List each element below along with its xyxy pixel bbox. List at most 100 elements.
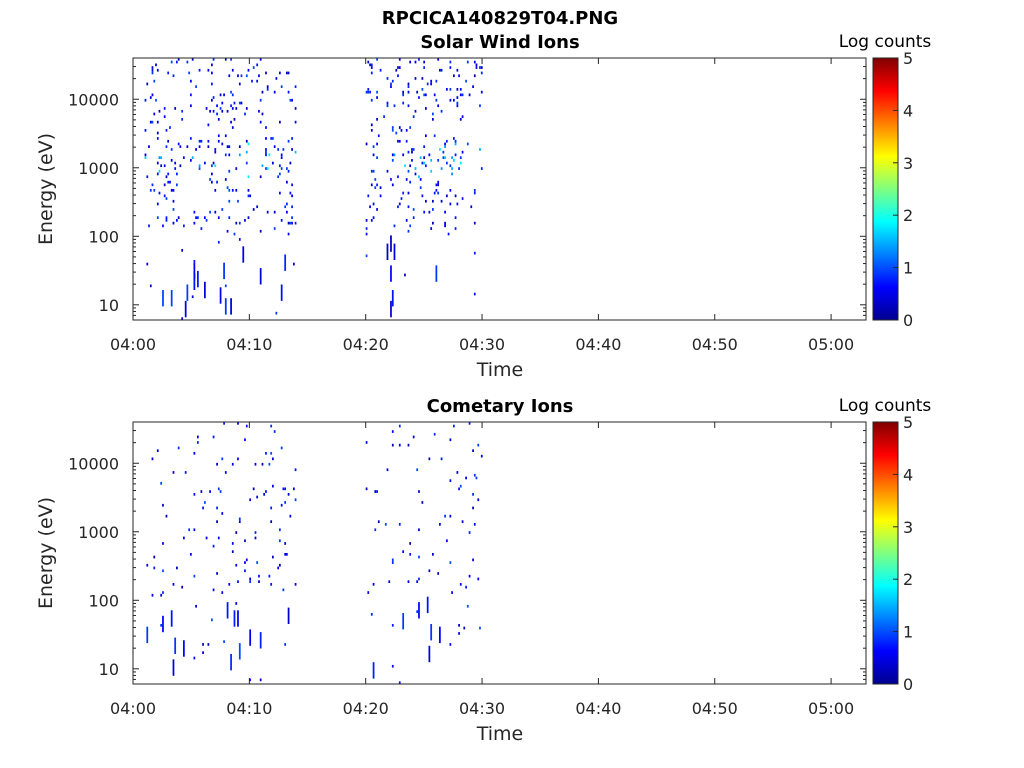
heatmap-cell (221, 109, 224, 113)
heatmap-cell (214, 164, 217, 168)
heatmap-cell (190, 137, 192, 140)
heatmap-cell (291, 98, 293, 102)
heatmap-cell (282, 487, 285, 491)
heatmap-cell (224, 298, 227, 315)
heatmap-cell (393, 104, 396, 108)
heatmap-cell (258, 580, 260, 583)
x-tick-label: 04:30 (459, 699, 505, 718)
heatmap-cell (433, 191, 436, 195)
heatmap-cell (186, 60, 189, 64)
heatmap-cell (245, 107, 248, 110)
heatmap-cell (419, 178, 422, 181)
heatmap-cell (146, 626, 149, 644)
heatmap-cell (217, 134, 220, 138)
y-tick-label: 10000 (68, 90, 119, 109)
heatmap-cell (435, 183, 438, 187)
colorbar-tick-label: 4 (903, 465, 913, 484)
heatmap-cell (418, 58, 420, 61)
heatmap-cell (202, 643, 204, 646)
heatmap-cell (207, 139, 210, 143)
heatmap-cell (151, 593, 154, 597)
heatmap-cell (149, 96, 152, 99)
heatmap-cell (437, 180, 440, 184)
heatmap-cell (473, 473, 476, 477)
heatmap-cell (221, 591, 224, 594)
heatmap-cell (280, 153, 283, 157)
heatmap-cell (216, 104, 218, 108)
heatmap-cell (259, 268, 262, 285)
heatmap-cell (430, 82, 433, 86)
heatmap-cell (365, 90, 368, 94)
heatmap-cell (430, 79, 433, 83)
heatmap-cell (390, 82, 392, 86)
heatmap-cell (449, 561, 452, 564)
x-tick-label: 04:50 (692, 335, 738, 354)
heatmap-cell (221, 208, 224, 211)
heatmap-cell (447, 232, 450, 236)
heatmap-cell (475, 476, 478, 480)
heatmap-cell (160, 156, 163, 159)
heatmap-cell (233, 118, 236, 121)
heatmap-cell (149, 120, 152, 124)
heatmap-cell (211, 71, 213, 75)
heatmap-cell (480, 454, 483, 458)
heatmap-cell (195, 604, 197, 608)
heatmap-cell (291, 194, 293, 198)
heatmap-cell (444, 210, 446, 214)
heatmap-cell (421, 88, 424, 91)
heatmap-cell (294, 498, 297, 502)
heatmap-cell (400, 197, 403, 200)
heatmap-cell (266, 88, 269, 91)
heatmap-cell (224, 58, 227, 61)
heatmap-cell (432, 199, 434, 203)
heatmap-cell (181, 118, 184, 121)
heatmap-cell (289, 98, 292, 102)
heatmap-cell (190, 104, 192, 108)
heatmap-cell (221, 142, 224, 146)
heatmap-cell (372, 145, 375, 148)
heatmap-cell (286, 210, 288, 214)
heatmap-cell (439, 523, 441, 526)
heatmap-cell (442, 150, 445, 154)
heatmap-cell (398, 424, 401, 428)
heatmap-cell (216, 520, 218, 523)
heatmap-cell (231, 126, 234, 129)
heatmap-cell (439, 68, 441, 72)
heatmap-cell (291, 216, 293, 219)
heatmap-cell (428, 153, 431, 157)
heatmap-cell (386, 101, 389, 105)
heatmap-cell (231, 68, 234, 72)
heatmap-cell (183, 640, 185, 657)
heatmap-cell (176, 183, 178, 187)
heatmap-cell (407, 205, 410, 209)
heatmap-cell (289, 221, 292, 225)
heatmap-cell (224, 284, 227, 288)
heatmap-cell (254, 462, 257, 466)
heatmap-cell (170, 290, 173, 307)
x-tick-label: 04:30 (459, 335, 505, 354)
heatmap-cell (390, 85, 392, 88)
heatmap-cell (444, 145, 446, 148)
heatmap-cell (273, 90, 276, 94)
heatmap-cell (416, 90, 419, 94)
heatmap-cell (174, 161, 177, 165)
heatmap-cell (365, 219, 368, 222)
heatmap-cell (398, 139, 401, 143)
heatmap-cell (211, 618, 213, 622)
heatmap-cell (204, 501, 206, 504)
heatmap-cell (370, 98, 373, 102)
heatmap-cell (376, 208, 378, 211)
heatmap-cell (377, 520, 380, 523)
heatmap-cell (287, 232, 290, 236)
heatmap-cell (181, 109, 184, 113)
colorbar-label: Log counts (839, 32, 932, 52)
heatmap-cell (156, 161, 159, 165)
heatmap-cell (433, 134, 436, 138)
heatmap-cell (289, 191, 292, 195)
heatmap-cell (165, 219, 168, 222)
heatmap-cell (151, 68, 154, 72)
heatmap-cell (411, 148, 413, 151)
heatmap-cell (279, 539, 281, 543)
heatmap-cell (473, 74, 476, 78)
heatmap-cell (446, 139, 448, 143)
